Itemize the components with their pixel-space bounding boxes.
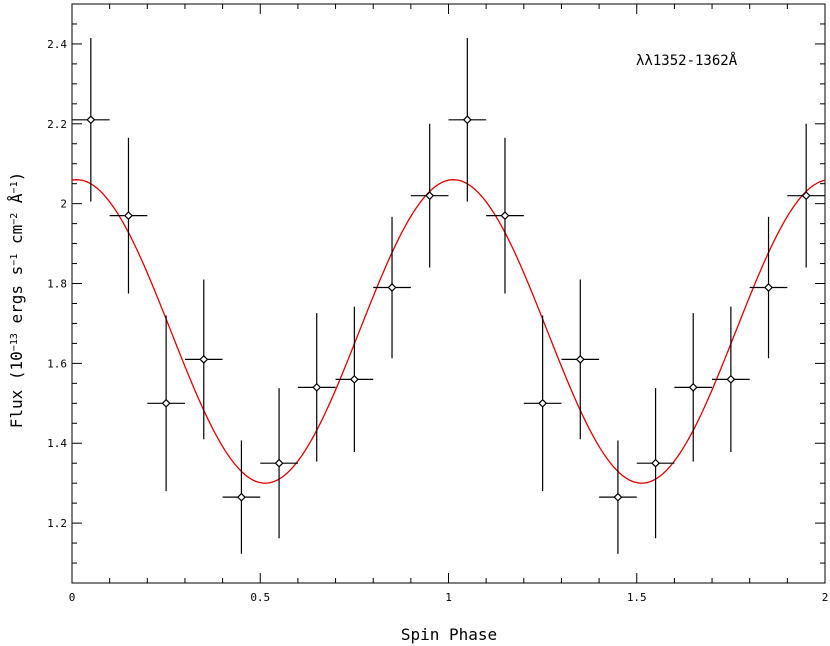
y-axis-title-exp3: −2 [9, 213, 20, 225]
y-tick-label: 1.2 [47, 517, 67, 530]
plot-frame [71, 3, 826, 584]
data-point [161, 398, 171, 408]
y-axis-title-prefix: Flux (10 [7, 351, 26, 428]
y-axis-title-unit2: cm [7, 225, 26, 254]
data-point [651, 458, 661, 468]
wavelength-annotation: λλ1352-1362Å [636, 52, 738, 69]
x-tick-label: 2 [822, 591, 829, 604]
x-tick-label: 0 [69, 591, 76, 604]
y-axis-title-unit3: Å [7, 193, 26, 213]
data-point [199, 354, 209, 364]
y-axis-title: Flux (10−13 ergs s−1 cm−2 Å−1) [7, 172, 26, 429]
y-tick-label: 1.8 [47, 278, 67, 291]
data-point [764, 283, 773, 292]
y-axis-title-suffix: ) [7, 172, 26, 182]
y-tick-label: 2.4 [47, 38, 67, 51]
x-tick-label: 1 [445, 591, 452, 604]
data-point [124, 211, 133, 221]
plot-layer: 0 0.5 1 1.5 2 1.2 1.4 1.6 1.8 2 2.2 2.4 [47, 3, 829, 604]
x-tick-label: 1.5 [627, 591, 647, 604]
data-point [688, 382, 698, 392]
data-point [462, 115, 472, 125]
data-point [500, 211, 510, 221]
y-axis-title-exp2: −1 [9, 254, 20, 266]
y-tick-label: 2 [60, 198, 67, 211]
data-point [726, 374, 736, 384]
data-point [801, 191, 811, 201]
y-axis-title-unit1: ergs s [7, 266, 26, 333]
data-point [538, 398, 548, 408]
data-point [312, 382, 322, 392]
x-tick-label: 0.5 [250, 591, 270, 604]
data-point [274, 458, 284, 468]
data-point [236, 492, 246, 502]
y-axis-title-exp4: −1 [9, 181, 20, 193]
model-curve [71, 179, 826, 484]
data-point [575, 354, 585, 364]
data-point [86, 115, 96, 125]
data-point [349, 374, 359, 384]
x-axis-title: Spin Phase [401, 625, 497, 644]
data-point [387, 283, 397, 292]
data-point [425, 191, 435, 201]
data-point [613, 492, 623, 502]
y-axis-title-exp1: −13 [9, 333, 20, 351]
y-tick-label: 1.4 [47, 437, 67, 450]
y-tick-label: 2.2 [47, 118, 67, 131]
y-tick-label: 1.6 [47, 357, 67, 370]
